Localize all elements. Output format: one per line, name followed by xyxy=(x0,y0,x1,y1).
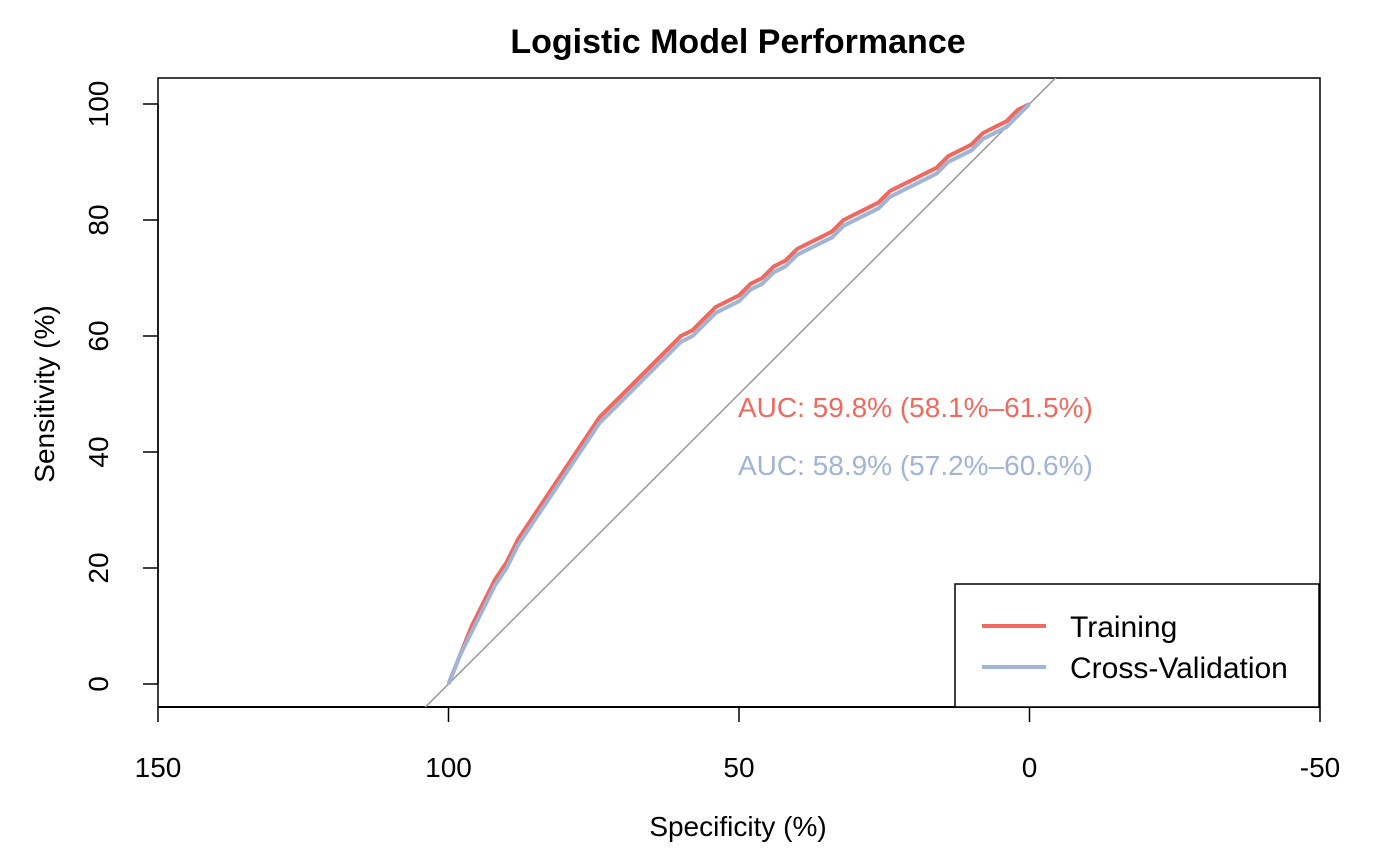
series-line-training xyxy=(446,102,1031,685)
legend-box xyxy=(954,583,1320,708)
series-layer xyxy=(446,102,1031,685)
x-axis-label: Specificity (%) xyxy=(649,811,826,842)
y-tick-label: 60 xyxy=(83,320,114,351)
y-tick-label: 40 xyxy=(83,436,114,467)
y-tick-label: 100 xyxy=(83,81,114,128)
y-axis-label: Sensitivity (%) xyxy=(29,305,60,482)
auc-annotation-training: AUC: 59.8% (58.1%–61.5%) xyxy=(738,392,1093,423)
series-line-cross-validation xyxy=(446,102,1031,685)
x-tick-label: 100 xyxy=(425,752,472,783)
chart-title: Logistic Model Performance xyxy=(510,23,965,61)
y-tick-label: 20 xyxy=(83,552,114,583)
auc-annotation-cross-validation: AUC: 58.9% (57.2%–60.6%) xyxy=(738,450,1093,481)
legend-label-training: Training xyxy=(1070,611,1177,644)
legend: Training Cross-Validation xyxy=(954,583,1320,708)
y-axis-ticks: 0 20 40 60 80 100 xyxy=(83,81,158,692)
legend-label-cross-validation: Cross-Validation xyxy=(1070,652,1288,685)
y-tick-label: 0 xyxy=(83,676,114,692)
y-tick-label: 80 xyxy=(83,204,114,235)
x-tick-label: 50 xyxy=(723,752,754,783)
x-tick-label: 0 xyxy=(1022,752,1038,783)
reference-diagonal-line xyxy=(424,78,1057,707)
x-axis-ticks: 150 100 50 0 -50 xyxy=(135,707,1340,783)
x-tick-label: -50 xyxy=(1300,752,1340,783)
x-tick-label: 150 xyxy=(135,752,182,783)
